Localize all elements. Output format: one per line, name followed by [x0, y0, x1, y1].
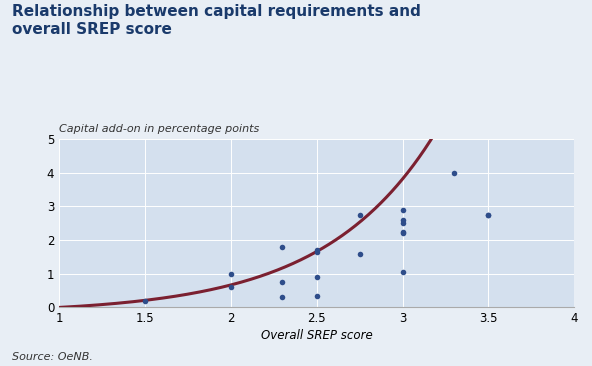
Point	[278, 294, 287, 300]
Text: Relationship between capital requirements and
overall SREP score: Relationship between capital requirement…	[12, 4, 421, 37]
Point	[449, 170, 459, 176]
Point	[355, 212, 365, 218]
Point	[398, 269, 407, 275]
Point	[226, 271, 236, 277]
Point	[312, 274, 321, 280]
Point	[398, 207, 407, 213]
Point	[484, 212, 493, 218]
Point	[312, 247, 321, 253]
Text: Source: OeNB.: Source: OeNB.	[12, 352, 93, 362]
Point	[484, 212, 493, 218]
Point	[355, 251, 365, 257]
Point	[398, 217, 407, 223]
Point	[312, 293, 321, 299]
Point	[278, 244, 287, 250]
Point	[140, 298, 150, 304]
X-axis label: Overall SREP score: Overall SREP score	[261, 329, 372, 343]
Point	[312, 249, 321, 255]
Point	[398, 220, 407, 226]
Point	[398, 231, 407, 236]
Point	[278, 279, 287, 285]
Text: Capital add-on in percentage points: Capital add-on in percentage points	[59, 124, 259, 134]
Point	[398, 229, 407, 235]
Point	[226, 284, 236, 290]
